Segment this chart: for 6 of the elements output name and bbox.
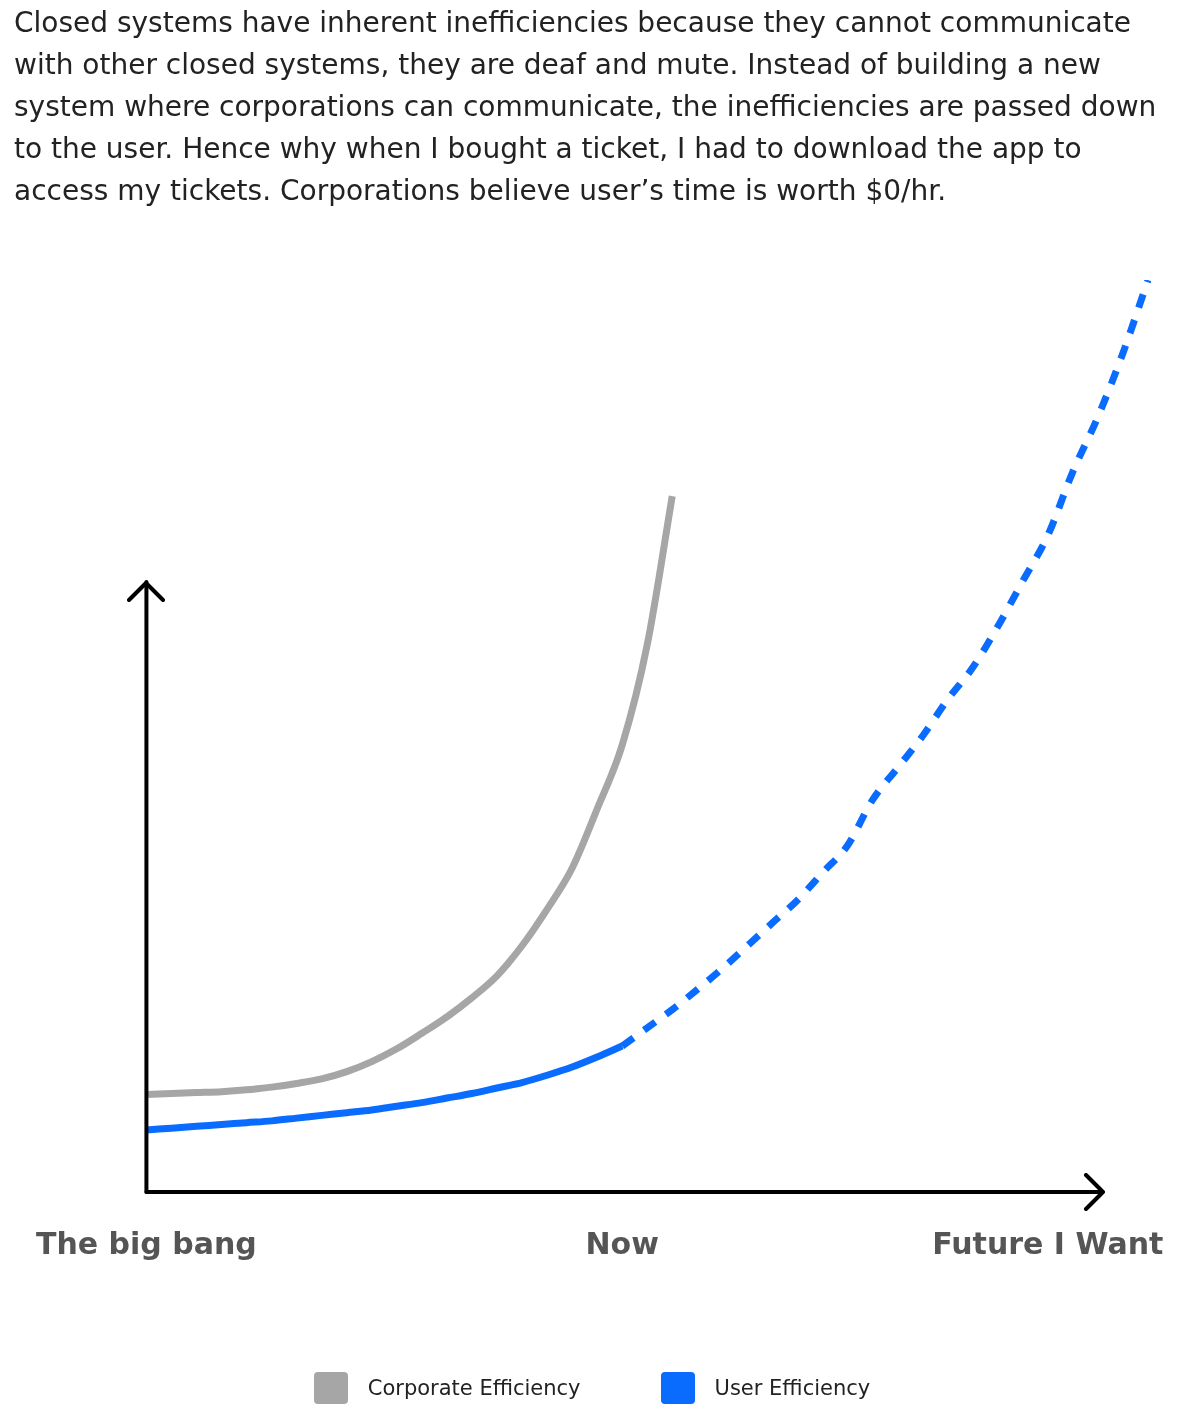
x-tick-label: The big bang — [36, 1225, 257, 1261]
legend-label: Corporate Efficiency — [367, 1376, 581, 1400]
x-tick-label: Now — [585, 1225, 659, 1261]
x-tick-label: Future I Want — [932, 1225, 1164, 1261]
legend-label: User Efficiency — [714, 1376, 871, 1400]
text: Closed systems have inherent inefficiencies because they cannot communicate with other closed systems, they are deaf and mute. Instead of building a new system where corporations can communicate, the inefficiencies are passed down to the user. Hence why when I bought a ticket, I had to download the app to access my tickets. Corporations believe user’s time is worth $0/hr. — [14, 5, 1158, 209]
